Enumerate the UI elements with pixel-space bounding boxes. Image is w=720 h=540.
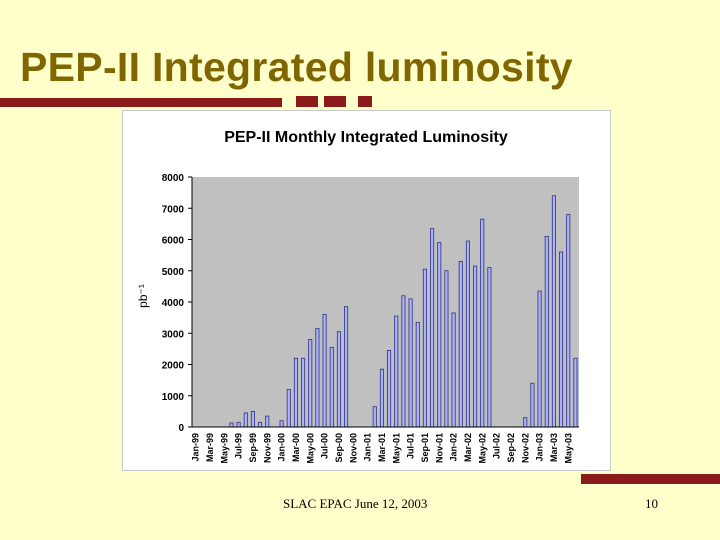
y-tick-label: 3000: [162, 329, 185, 340]
bar-Jun-00: [315, 328, 320, 428]
y-tick-label: 1000: [162, 392, 185, 403]
x-tick-label: Jan-00: [277, 433, 287, 462]
x-tick-label: Jul-00: [320, 433, 330, 459]
x-tick-label: May-02: [477, 433, 487, 464]
page-number: 10: [645, 496, 658, 511]
y-axis-label: pb⁻¹: [136, 284, 150, 308]
x-tick-label: Mar-99: [205, 433, 215, 462]
bar-Feb-01: [372, 406, 377, 428]
y-tick-label: 7000: [162, 204, 185, 215]
plot-area: [192, 177, 579, 427]
bar-Feb-03: [544, 235, 549, 428]
x-tick-label: Jan-99: [191, 433, 201, 462]
bar-Jan-03: [537, 290, 542, 428]
bar-Mar-00: [293, 357, 298, 428]
bar-May-02: [480, 218, 485, 428]
x-tick-label: Mar-01: [377, 433, 387, 462]
bar-Jan-02: [451, 312, 456, 428]
bar-May-03: [566, 214, 571, 428]
bar-Aug-00: [329, 346, 334, 428]
bar-Mar-01: [379, 368, 384, 428]
bar-Apr-02: [473, 265, 478, 428]
bar-Jul-99: [236, 421, 241, 428]
y-tick-label: 8000: [162, 173, 185, 184]
x-tick-label: May-99: [219, 433, 229, 464]
y-tick-label: 6000: [162, 236, 185, 247]
x-tick-label: Jul-01: [406, 433, 416, 459]
x-tick-label: Jan-01: [363, 433, 373, 462]
x-tick-label: Sep-01: [420, 433, 430, 463]
bar-Nov-02: [523, 417, 528, 428]
x-tick-label: May-00: [305, 433, 315, 464]
x-tick-label: Sep-02: [506, 433, 516, 463]
x-tick-label: Jan-03: [535, 433, 545, 462]
bar-Sep-99: [250, 410, 255, 428]
bar-Aug-99: [243, 412, 248, 428]
y-tick-label: 5000: [162, 267, 185, 278]
x-tick-label: May-01: [391, 433, 401, 464]
x-tick-label: Jul-99: [234, 433, 244, 459]
bar-Mar-02: [465, 240, 470, 428]
bar-Jun-99: [229, 422, 234, 428]
bar-Sep-01: [422, 268, 427, 428]
x-tick-label: May-03: [563, 433, 573, 464]
bar-Oct-99: [258, 421, 263, 428]
bar-Jun-03: [573, 357, 578, 428]
footer-rule: [581, 474, 720, 484]
bar-Feb-00: [286, 389, 291, 428]
x-tick-label: Sep-99: [248, 433, 258, 463]
luminosity-bar-chart: PEP-II Monthly Integrated Luminosity pb⁻…: [136, 129, 579, 464]
y-tick-label: 4000: [162, 298, 185, 309]
bar-Jun-01: [401, 295, 406, 428]
x-tick-label: Nov-00: [348, 433, 358, 463]
bar-Mar-03: [551, 195, 556, 428]
bar-Feb-02: [458, 260, 463, 428]
footer-text: SLAC EPAC June 12, 2003: [283, 496, 428, 511]
bar-Dec-02: [530, 382, 535, 428]
x-tick-label: Jan-02: [449, 433, 459, 462]
bar-Aug-01: [415, 321, 420, 428]
y-tick-label: 0: [178, 423, 184, 434]
bar-Sep-00: [336, 331, 341, 428]
y-tick-label: 2000: [162, 361, 185, 372]
chart-panel: PEP-II Monthly Integrated Luminosity pb⁻…: [122, 110, 611, 471]
x-tick-label: Sep-00: [334, 433, 344, 463]
bar-Nov-01: [437, 242, 442, 428]
x-tick-label: Mar-02: [463, 433, 473, 462]
bar-May-01: [394, 315, 399, 428]
bar-Apr-01: [387, 350, 392, 428]
x-tick-label: Nov-02: [520, 433, 530, 463]
title-rule-block-2: [324, 96, 346, 107]
bar-Jul-01: [408, 298, 413, 428]
bar-Dec-01: [444, 270, 449, 428]
bar-Apr-00: [301, 357, 306, 428]
slide-title: PEP-II Integrated luminosity: [20, 44, 573, 90]
chart-title: PEP-II Monthly Integrated Luminosity: [224, 129, 508, 146]
bar-Oct-00: [344, 306, 349, 428]
bar-Apr-03: [559, 251, 564, 428]
x-tick-label: Mar-03: [549, 433, 559, 462]
title-rule: [0, 98, 282, 107]
bar-May-00: [308, 339, 313, 428]
x-tick-label: Nov-99: [262, 433, 272, 463]
bar-Jun-02: [487, 267, 492, 428]
x-tick-label: Mar-00: [291, 433, 301, 462]
bar-Jul-00: [322, 314, 327, 428]
title-rule-block-3: [358, 96, 372, 107]
bar-Jan-00: [279, 420, 284, 428]
bar-Nov-99: [265, 415, 270, 428]
x-tick-label: Nov-01: [434, 433, 444, 463]
bar-Oct-01: [430, 228, 435, 428]
x-tick-label: Jul-02: [492, 433, 502, 459]
title-rule-block-1: [296, 96, 318, 107]
